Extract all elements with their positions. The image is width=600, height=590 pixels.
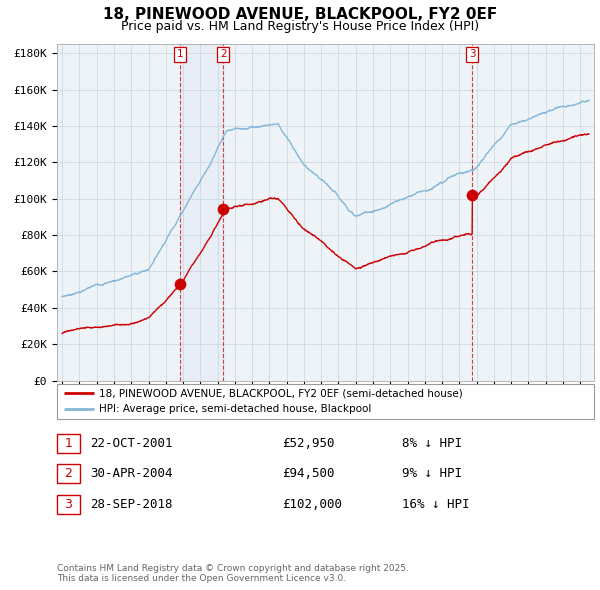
Point	[218, 204, 228, 214]
Text: 8% ↓ HPI: 8% ↓ HPI	[402, 437, 462, 450]
Text: 1: 1	[176, 50, 183, 59]
Point	[467, 191, 477, 200]
Text: 18, PINEWOOD AVENUE, BLACKPOOL, FY2 0EF (semi-detached house): 18, PINEWOOD AVENUE, BLACKPOOL, FY2 0EF …	[99, 388, 463, 398]
Text: 30-APR-2004: 30-APR-2004	[90, 467, 173, 480]
Text: 28-SEP-2018: 28-SEP-2018	[90, 498, 173, 511]
Text: Contains HM Land Registry data © Crown copyright and database right 2025.
This d: Contains HM Land Registry data © Crown c…	[57, 563, 409, 583]
Text: £52,950: £52,950	[282, 437, 335, 450]
Bar	[180, 44, 223, 381]
Text: 3: 3	[469, 50, 476, 59]
Text: HPI: Average price, semi-detached house, Blackpool: HPI: Average price, semi-detached house,…	[99, 404, 371, 414]
Text: 22-OCT-2001: 22-OCT-2001	[90, 437, 173, 450]
Text: 2: 2	[64, 467, 73, 480]
Text: 9% ↓ HPI: 9% ↓ HPI	[402, 467, 462, 480]
Text: £94,500: £94,500	[282, 467, 335, 480]
Point	[175, 280, 185, 289]
Text: 1: 1	[64, 437, 73, 450]
Text: Price paid vs. HM Land Registry's House Price Index (HPI): Price paid vs. HM Land Registry's House …	[121, 20, 479, 33]
Text: 16% ↓ HPI: 16% ↓ HPI	[402, 498, 470, 511]
Text: 18, PINEWOOD AVENUE, BLACKPOOL, FY2 0EF: 18, PINEWOOD AVENUE, BLACKPOOL, FY2 0EF	[103, 7, 497, 22]
Text: £102,000: £102,000	[282, 498, 342, 511]
Text: 2: 2	[220, 50, 227, 59]
Text: 3: 3	[64, 498, 73, 511]
